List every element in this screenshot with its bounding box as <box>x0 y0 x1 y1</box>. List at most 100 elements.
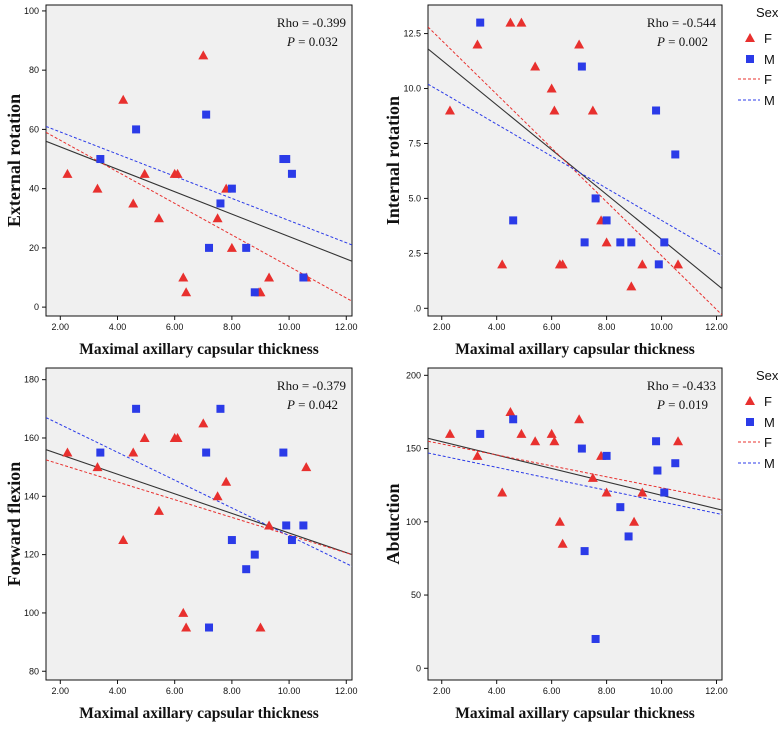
x-tick-label: 2.00 <box>52 322 70 332</box>
y-tick-label: 10.0 <box>403 84 421 94</box>
data-point-male <box>509 216 518 225</box>
data-point-male <box>616 503 625 512</box>
legend-label-male: M <box>764 52 775 67</box>
data-point-male <box>671 459 680 468</box>
plot-area <box>427 367 723 681</box>
data-point-female <box>92 462 103 472</box>
legend-marker-female <box>745 33 755 42</box>
p-symbol: P <box>286 397 295 412</box>
data-point-male <box>202 110 211 119</box>
y-tick-label: 150 <box>406 444 421 454</box>
data-point-male <box>577 62 586 71</box>
data-point-female <box>62 168 73 178</box>
data-point-female <box>172 432 183 442</box>
x-tick-label: 12.00 <box>705 322 728 332</box>
p-value-label: P = 0.002 <box>656 34 708 49</box>
x-tick-label: 2.00 <box>52 686 70 696</box>
data-point-male <box>282 521 291 530</box>
rho-label: Rho = -0.433 <box>647 378 716 393</box>
data-point-female <box>212 213 223 223</box>
x-tick-label: 10.00 <box>278 322 301 332</box>
y-tick-label: 50 <box>411 590 421 600</box>
fit-line-f <box>46 131 352 302</box>
p-value-label: P = 0.032 <box>286 34 338 49</box>
y-axis-title: Forward flexion <box>4 462 24 586</box>
legend-label-female: F <box>764 31 772 46</box>
x-tick-label: 12.00 <box>335 322 358 332</box>
legend-line-label-male: M <box>764 456 775 471</box>
data-point-female <box>557 259 568 269</box>
chart-panel-3: 2.00 4.00 6.00 8.00 10.00 12.00 80 100 120 140 160… <box>4 367 358 722</box>
data-point-female <box>505 17 516 27</box>
x-tick-label: 6.00 <box>166 322 184 332</box>
data-point-female <box>139 168 150 178</box>
x-tick-label: 6.00 <box>543 322 561 332</box>
data-point-male <box>627 238 636 247</box>
fit-line-total <box>428 48 722 289</box>
data-point-female <box>153 213 164 223</box>
data-point-female <box>472 39 483 49</box>
data-point-male <box>299 273 308 282</box>
y-tick-label: 5.0 <box>408 193 421 203</box>
data-point-male <box>654 260 663 269</box>
data-point-male <box>279 448 288 457</box>
data-point-female <box>444 428 455 438</box>
data-point-female <box>62 447 73 457</box>
y-tick-label: 80 <box>29 65 39 75</box>
data-point-female <box>546 83 557 93</box>
y-axis-title: Internal rotation <box>383 96 403 225</box>
fit-line-m <box>428 452 722 515</box>
data-point-female <box>198 418 209 428</box>
data-point-male <box>132 125 141 134</box>
x-tick-label: 12.00 <box>705 686 728 696</box>
data-point-female <box>153 505 164 515</box>
data-point-female <box>516 428 527 438</box>
data-point-male <box>660 238 669 247</box>
fit-line-f <box>46 459 352 556</box>
data-point-male <box>242 565 251 574</box>
data-point-female <box>178 272 189 282</box>
y-tick-label: 12.5 <box>403 29 421 39</box>
y-tick-label: 60 <box>29 124 39 134</box>
data-point-female <box>497 487 508 497</box>
data-point-male <box>580 547 589 556</box>
x-tick-label: 8.00 <box>223 686 241 696</box>
data-point-female <box>637 487 648 497</box>
data-point-male <box>287 536 296 545</box>
x-axis-title: Maximal axillary capsular thickness <box>455 705 695 722</box>
data-point-female <box>128 447 139 457</box>
rho-label: Rho = -0.399 <box>277 15 346 30</box>
rho-label: Rho = -0.544 <box>647 15 717 30</box>
legend-label-female: F <box>764 394 772 409</box>
data-point-male <box>205 243 214 252</box>
data-point-male <box>476 429 485 438</box>
data-point-male <box>602 451 611 460</box>
data-point-female <box>226 242 237 252</box>
y-tick-label: 160 <box>24 433 39 443</box>
p-value: = 0.019 <box>665 397 708 412</box>
plot-area <box>45 4 353 317</box>
legend-line-label-female: F <box>764 72 772 87</box>
chart-panel-4: 2.00 4.00 6.00 8.00 10.00 12.00 0 50 100 150 200 Rh… <box>383 367 778 722</box>
data-point-male <box>577 444 586 453</box>
x-tick-label: 4.00 <box>109 322 127 332</box>
x-tick-label: 4.00 <box>488 322 506 332</box>
data-point-female <box>264 520 275 530</box>
data-point-female <box>497 259 508 269</box>
data-point-female <box>181 622 192 632</box>
data-point-female <box>601 237 612 247</box>
x-tick-label: 6.00 <box>166 686 184 696</box>
x-tick-label: 2.00 <box>433 322 451 332</box>
y-tick-label: 0 <box>34 302 39 312</box>
data-point-female <box>505 406 516 416</box>
data-point-female <box>626 281 637 291</box>
data-point-female <box>549 105 560 115</box>
legend-marker-male <box>746 55 754 63</box>
data-point-female <box>255 622 266 632</box>
data-point-male <box>202 448 211 457</box>
data-point-female <box>530 436 541 446</box>
data-point-female <box>198 50 209 60</box>
legend-marker-female <box>745 396 755 405</box>
data-point-female <box>301 462 312 472</box>
